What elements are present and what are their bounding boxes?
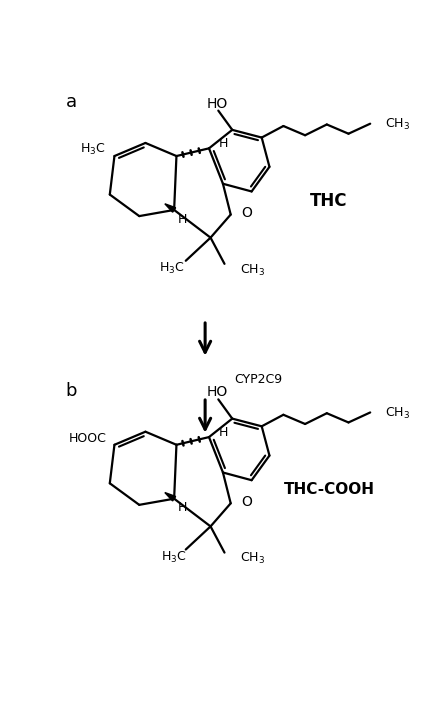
Text: CYP2C9: CYP2C9 — [234, 373, 282, 386]
Text: O: O — [241, 206, 252, 220]
Text: HO: HO — [206, 97, 227, 111]
Polygon shape — [165, 493, 176, 501]
Text: O: O — [241, 495, 252, 509]
Text: THC-COOH: THC-COOH — [284, 482, 375, 497]
Text: CH$_3$: CH$_3$ — [240, 263, 265, 278]
Text: b: b — [66, 382, 77, 400]
Text: THC: THC — [310, 192, 348, 209]
Text: a: a — [66, 93, 77, 111]
Text: HOOC: HOOC — [69, 432, 107, 445]
Text: H$_3$C: H$_3$C — [159, 261, 184, 276]
Text: CH$_3$: CH$_3$ — [385, 117, 410, 132]
Text: H: H — [178, 501, 187, 515]
Text: H$_3$C: H$_3$C — [161, 550, 187, 564]
Text: H: H — [178, 213, 187, 226]
Text: H: H — [218, 137, 228, 151]
Text: H: H — [218, 426, 228, 439]
Text: H$_3$C: H$_3$C — [80, 142, 105, 158]
Text: CH$_3$: CH$_3$ — [385, 405, 410, 421]
Polygon shape — [165, 204, 176, 212]
Text: HO: HO — [206, 386, 227, 400]
Text: CH$_3$: CH$_3$ — [240, 551, 265, 567]
